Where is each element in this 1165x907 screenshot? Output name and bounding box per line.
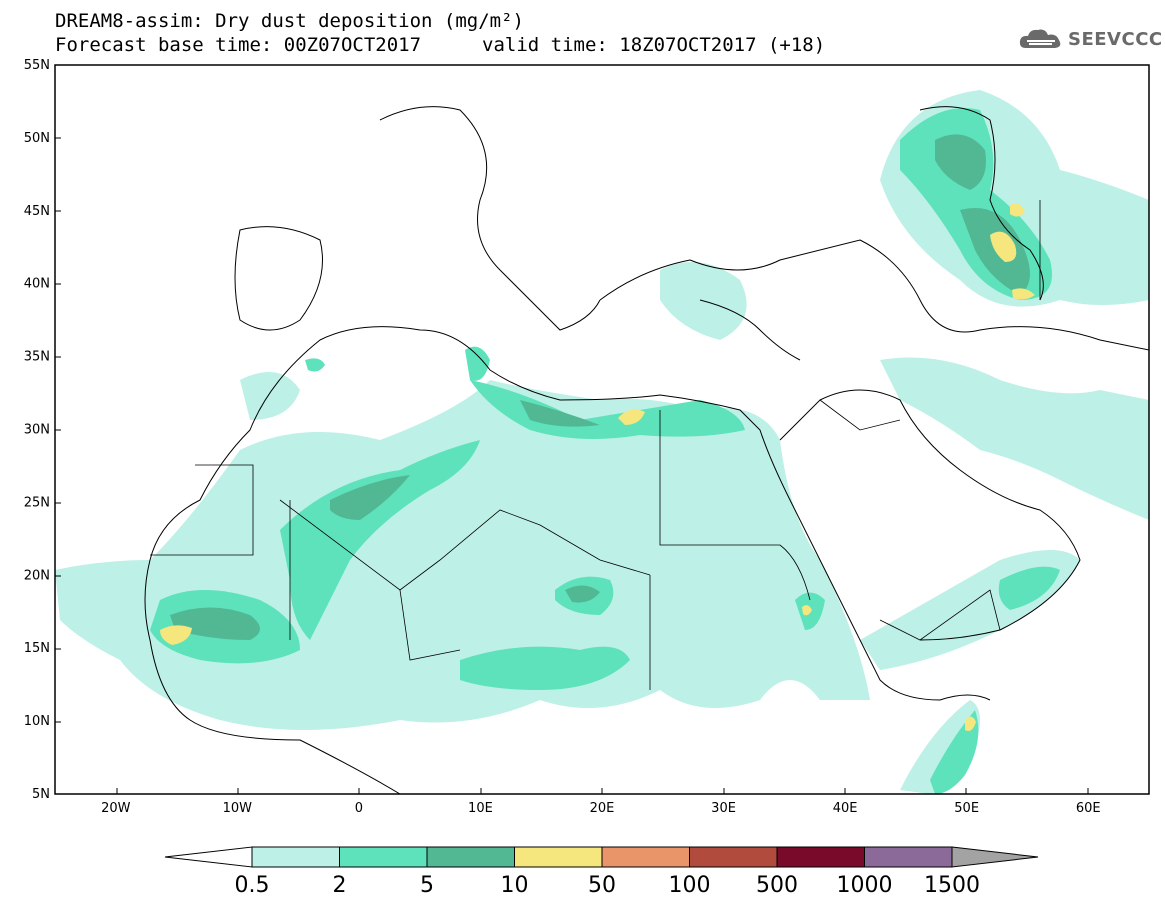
lon-label: 20E — [590, 801, 615, 816]
valid-time: valid time: 18Z07OCT2017 (+18) — [482, 34, 826, 56]
tick-marks — [55, 64, 1089, 795]
colorbar-label: 0.5 — [235, 873, 270, 898]
borders — [150, 200, 1041, 690]
lon-label: 10E — [468, 801, 493, 816]
seevccc-logo: SEEVCCC — [1018, 26, 1163, 52]
colorbar-label: 100 — [669, 873, 711, 898]
colorbar-swatch — [776, 846, 865, 868]
dust-field — [55, 90, 1149, 794]
lat-label: 20N — [24, 568, 50, 583]
forecast-base-time: Forecast base time: 00Z07OCT2017 — [55, 34, 422, 56]
lat-label: 30N — [24, 423, 50, 438]
coastlines — [144, 106, 1149, 794]
lat-label: 45N — [24, 204, 50, 219]
map-title: DREAM8-assim: Dry dust deposition (mg/m²… — [55, 10, 524, 32]
dust-level-dark — [170, 134, 1030, 640]
colorbar-swatch — [514, 846, 603, 868]
colorbar-label: 10 — [501, 873, 529, 898]
colorbar-swatch — [689, 846, 778, 868]
colorbar-swatch — [339, 846, 428, 868]
colorbar-upper-arrow — [951, 846, 1039, 868]
lat-label: 40N — [24, 277, 50, 292]
colorbar-label: 2 — [333, 873, 347, 898]
colorbar: 0.5 2 5 10 50 100 500 1000 1500 — [164, 846, 1039, 898]
colorbar-swatch — [426, 846, 515, 868]
cloud-logo-icon — [1019, 29, 1061, 48]
colorbar-swatch — [601, 846, 690, 868]
colorbar-swatch — [251, 846, 340, 868]
lon-label: 10W — [223, 801, 253, 816]
colorbar-label: 50 — [588, 873, 616, 898]
lat-label: 5N — [32, 787, 50, 802]
lat-label: 15N — [24, 641, 50, 656]
colorbar-swatch — [864, 846, 953, 868]
lon-label: 40E — [833, 801, 858, 816]
logo-text: SEEVCCC — [1068, 28, 1163, 50]
colorbar-label: 1500 — [924, 873, 980, 898]
latitude-labels: 55N 50N 45N 40N 35N 30N 25N 20N 15N 10N 5N — [24, 58, 50, 802]
lat-label: 25N — [24, 495, 50, 510]
lat-label: 55N — [24, 58, 50, 73]
lat-label: 10N — [24, 714, 50, 729]
colorbar-label: 500 — [756, 873, 798, 898]
lat-label: 50N — [24, 131, 50, 146]
dust-level-yellow — [160, 203, 1035, 731]
lon-label: 60E — [1076, 801, 1101, 816]
colorbar-label: 5 — [420, 873, 434, 898]
lat-label: 35N — [24, 350, 50, 365]
colorbar-lower-arrow — [164, 846, 253, 868]
colorbar-label: 1000 — [837, 873, 893, 898]
longitude-labels: 20W 10W 0 10E 20E 30E 40E 50E 60E — [101, 801, 1101, 816]
lon-label: 0 — [355, 801, 363, 816]
lon-label: 20W — [101, 801, 131, 816]
lon-label: 30E — [711, 801, 736, 816]
lon-label: 50E — [954, 801, 979, 816]
